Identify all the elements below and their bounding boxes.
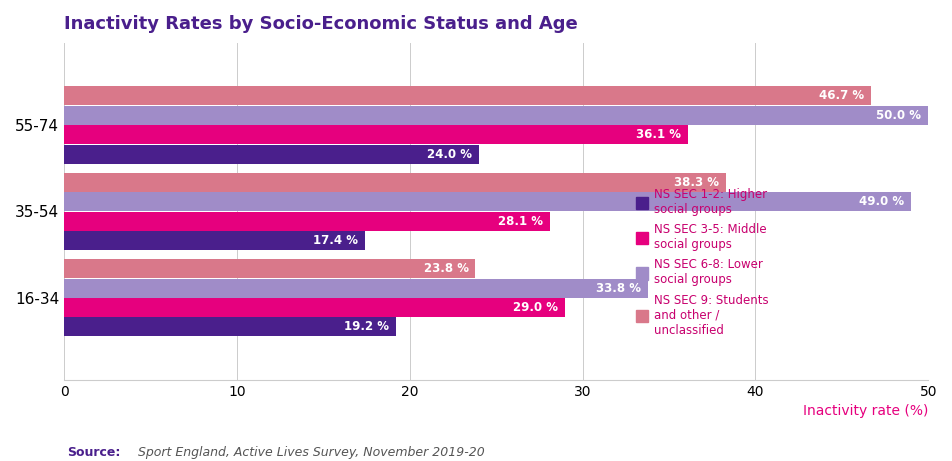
Bar (64, 298, 565, 317)
Bar (64, 86, 871, 106)
Legend: NS SEC 1-2: Higher
social groups, NS SEC 3-5: Middle
social groups, NS SEC 6-8: : NS SEC 1-2: Higher social groups, NS SEC… (632, 183, 773, 341)
Text: Inactivity Rates by Socio-Economic Status and Age: Inactivity Rates by Socio-Economic Statu… (64, 15, 578, 33)
Text: 29.0 %: 29.0 % (513, 301, 559, 314)
Bar (64, 231, 365, 250)
Bar (64, 192, 911, 211)
Text: 28.1 %: 28.1 % (498, 215, 543, 228)
Text: 50.0 %: 50.0 % (877, 109, 922, 122)
Text: 33.8 %: 33.8 % (596, 282, 642, 295)
Bar (64, 318, 396, 337)
Text: 46.7 %: 46.7 % (819, 89, 864, 102)
Text: 19.2 %: 19.2 % (344, 320, 389, 333)
Bar (64, 173, 726, 192)
Bar (64, 125, 688, 144)
Text: 38.3 %: 38.3 % (674, 176, 719, 189)
Bar (64, 259, 475, 278)
Text: 49.0 %: 49.0 % (859, 195, 904, 208)
Text: Source:: Source: (67, 446, 120, 460)
Text: 24.0 %: 24.0 % (427, 148, 472, 160)
Bar (64, 106, 928, 125)
X-axis label: Inactivity rate (%): Inactivity rate (%) (803, 404, 928, 418)
Bar (64, 212, 549, 230)
Text: 23.8 %: 23.8 % (424, 262, 468, 275)
Text: Sport England, Active Lives Survey, November 2019-20: Sport England, Active Lives Survey, Nove… (138, 446, 485, 460)
Text: 36.1 %: 36.1 % (636, 128, 681, 141)
Bar (64, 278, 648, 298)
Text: 17.4 %: 17.4 % (313, 234, 358, 247)
Bar (64, 145, 479, 164)
